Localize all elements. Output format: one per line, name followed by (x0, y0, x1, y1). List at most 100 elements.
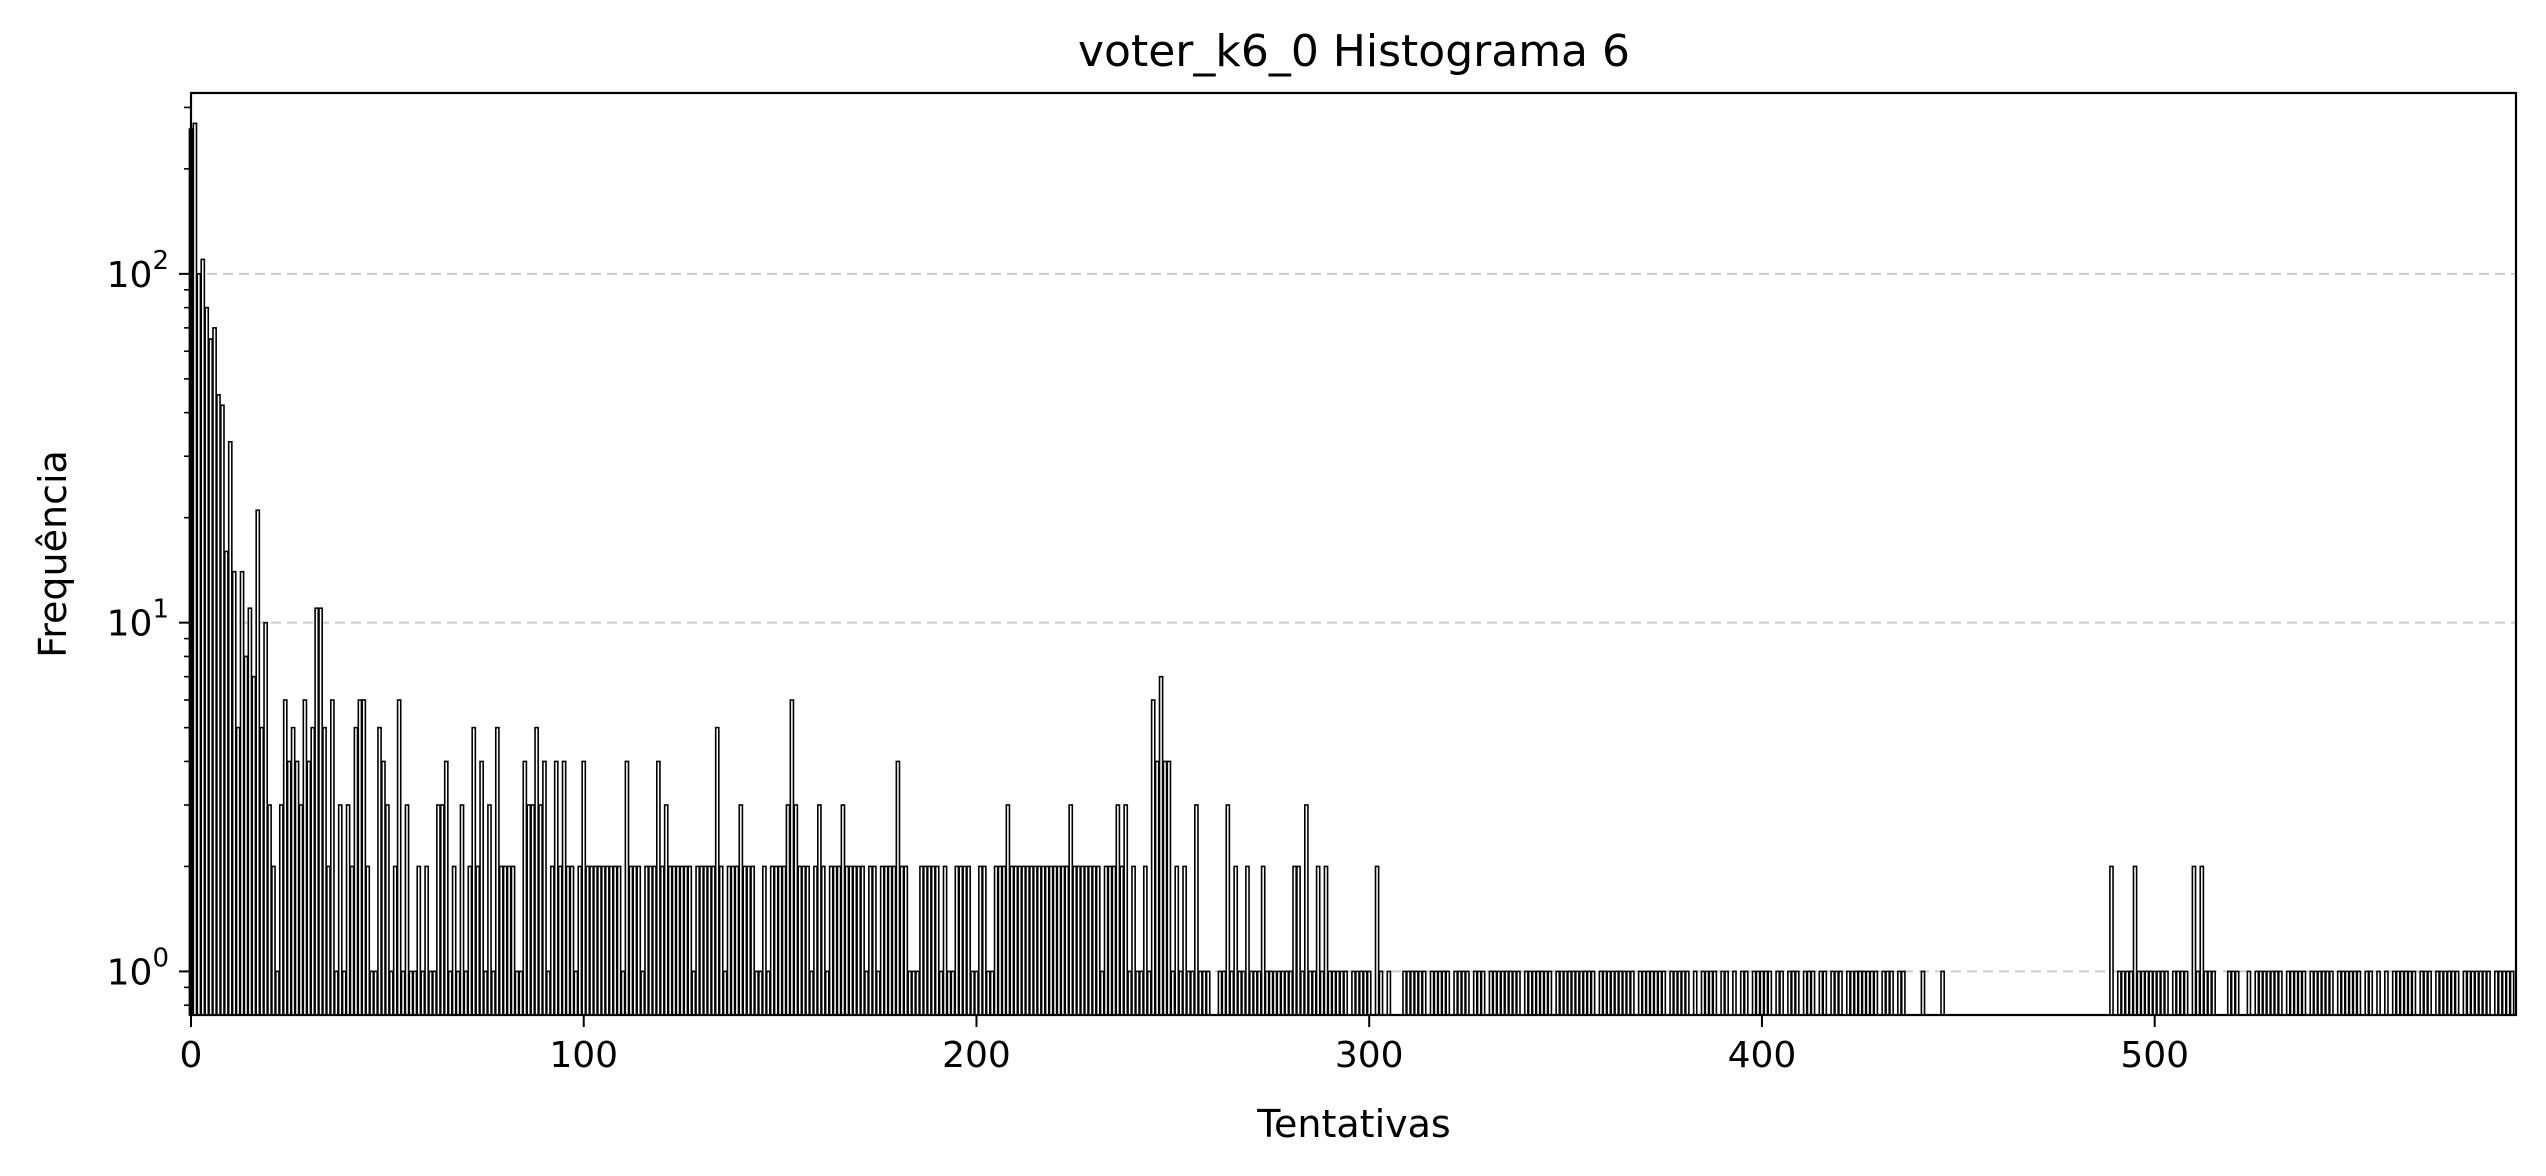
histogram-bar (192, 122, 198, 1016)
histogram-bar (891, 865, 897, 1016)
histogram-bar (1669, 970, 1674, 1016)
histogram-bar (1555, 970, 1561, 1016)
histogram-bar (2509, 970, 2515, 1016)
histogram-bar (1095, 865, 1101, 1016)
histogram-bar (396, 699, 402, 1016)
histogram-bar (805, 865, 810, 1016)
histogram-bar (2419, 970, 2425, 1016)
histogram-bar (801, 865, 807, 1016)
histogram-bar (600, 865, 606, 1016)
histogram-bar (1739, 970, 1745, 1016)
x-tick-label: 200 (942, 1035, 1011, 1076)
histogram-bar (974, 970, 979, 1016)
histogram-bar (954, 865, 960, 1016)
histogram-bar (1622, 970, 1627, 1016)
histogram-bar (1684, 970, 1690, 1016)
histogram-bar (1704, 970, 1710, 1016)
histogram-bar (1637, 970, 1643, 1016)
histogram-bar (2128, 970, 2134, 1016)
histogram-bar (970, 970, 975, 1016)
histogram-bar (1559, 970, 1565, 1016)
histogram-bar (416, 865, 422, 1016)
histogram-bar (585, 865, 591, 1016)
histogram-bar (373, 970, 378, 1016)
histogram-bar (2344, 970, 2350, 1016)
histogram-bar (1653, 970, 1659, 1016)
histogram-bar (314, 607, 320, 1016)
histogram-bar (1099, 970, 1105, 1016)
histogram-bar (1547, 970, 1553, 1016)
histogram-bar (459, 804, 465, 1016)
histogram-bar (1759, 970, 1765, 1016)
histogram-bar (388, 970, 394, 1016)
histogram-bar (1940, 970, 1945, 1016)
histogram-bar (844, 865, 850, 1016)
histogram-bar (985, 970, 991, 1016)
histogram-bar (471, 726, 477, 1016)
histogram-bar (754, 970, 759, 1016)
x-axis-label: Tentativas (1256, 1102, 1450, 1146)
histogram-bar (612, 865, 618, 1016)
histogram-bar (620, 970, 626, 1016)
histogram-bar (1005, 804, 1011, 1016)
histogram-bar (687, 865, 693, 1016)
histogram-bar (1857, 970, 1863, 1016)
histogram-bar (1441, 970, 1447, 1016)
histogram-bar (1119, 865, 1125, 1016)
histogram-bar (510, 865, 516, 1016)
histogram-bar (2384, 970, 2389, 1016)
histogram-bar (1531, 970, 1537, 1016)
histogram-bar (1610, 970, 1616, 1016)
histogram-bar (1845, 970, 1851, 1016)
histogram-bar (451, 865, 457, 1016)
histogram-bar (2423, 970, 2429, 1016)
histogram-bar (2478, 970, 2484, 1016)
histogram-bar (2395, 970, 2401, 1016)
histogram-bar (1001, 865, 1007, 1016)
histogram-bar (1331, 970, 1337, 1016)
histogram-bar (860, 865, 865, 1016)
histogram-bar (1111, 865, 1117, 1016)
histogram-bar (1107, 865, 1113, 1016)
x-axis: 0 100 200 300 400 500 (180, 1015, 2189, 1076)
histogram-bar (483, 970, 488, 1016)
histogram-bar (1802, 970, 1808, 1016)
histogram-bar (1889, 970, 1894, 1016)
histogram-bar (832, 865, 838, 1016)
histogram-bar (2399, 970, 2405, 1016)
histogram-bar (1657, 970, 1663, 1016)
histogram-bar (2230, 970, 2236, 1016)
histogram-bar (758, 970, 763, 1016)
histogram-bar (2364, 970, 2370, 1016)
histogram-bar (2203, 970, 2209, 1016)
histogram-bar (1280, 970, 1286, 1016)
histogram-bar (1127, 970, 1133, 1016)
histogram-bar (1139, 970, 1144, 1016)
histogram-bar (1480, 970, 1486, 1016)
histogram-bar (491, 970, 496, 1016)
histogram-bar (1374, 865, 1380, 1016)
histogram-bar (345, 804, 351, 1016)
histogram-bar (2199, 865, 2205, 1016)
histogram-bar (679, 865, 685, 1016)
histogram-bar (2195, 970, 2201, 1016)
histogram-bar (1335, 970, 1341, 1016)
histogram-bar (1088, 865, 1093, 1016)
histogram-bar (208, 338, 214, 1016)
histogram-bar (384, 804, 390, 1016)
histogram-bar (2435, 970, 2440, 1016)
histogram-bar (2427, 970, 2432, 1016)
histogram-bar (852, 865, 858, 1016)
histogram-bar (667, 865, 673, 1016)
histogram-bar (1413, 970, 1419, 1016)
histogram-bar (1229, 970, 1235, 1016)
histogram-bar (695, 865, 700, 1016)
y-tick-label: 102 (107, 246, 169, 296)
histogram-bar (1453, 970, 1458, 1016)
histogram-bar (1186, 970, 1191, 1016)
histogram-bar (1496, 970, 1502, 1016)
histogram-bar (2505, 970, 2511, 1016)
histogram-bar (1048, 865, 1054, 1016)
histogram-bar (1885, 970, 1890, 1016)
histogram-bar (1154, 760, 1160, 1016)
